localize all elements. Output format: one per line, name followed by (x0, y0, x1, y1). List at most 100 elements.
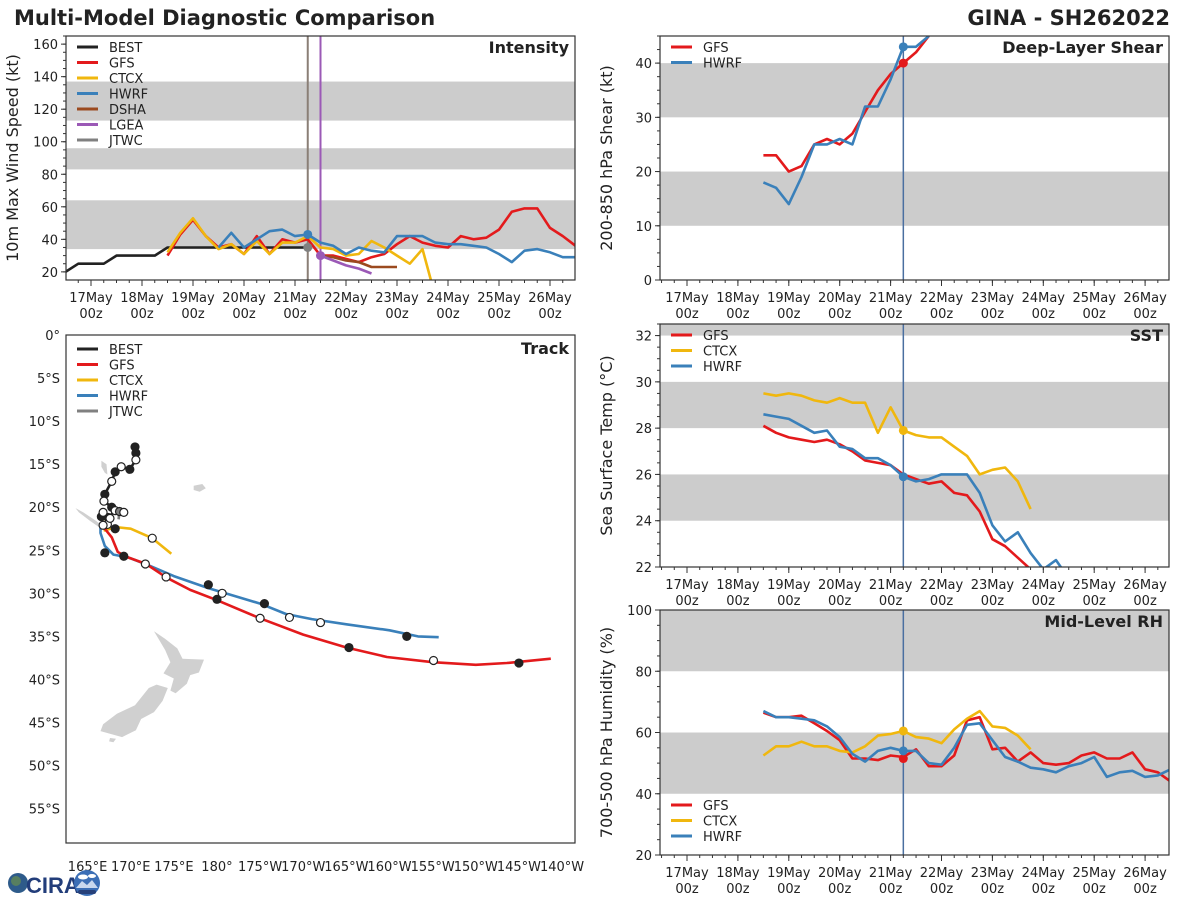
marker-hwrf (898, 472, 908, 482)
y-tick-label: 20 (41, 266, 58, 281)
land-stewart-island (109, 738, 116, 743)
x-tick-label-date: 24May (1022, 866, 1066, 881)
x-tick-label-hour: 00z (726, 307, 750, 322)
marker-gfs (898, 58, 908, 68)
lon-tick-label: 170°E (111, 860, 151, 875)
x-tick-label-hour: 00z (232, 307, 256, 322)
x-tick-label-hour: 00z (777, 594, 801, 609)
series-group (762, 392, 1063, 567)
x-tick-label-hour: 00z (1133, 882, 1157, 897)
track-marker-filled (212, 594, 222, 604)
x-tick-label-date: 19May (767, 578, 811, 593)
lon-tick-label: 170°W (281, 860, 325, 875)
track-marker-filled (119, 551, 129, 561)
lon-tick-label: 165°W (324, 860, 368, 875)
legend-label-ctcx: CTCX (109, 374, 143, 389)
marker-jtwc (303, 242, 313, 252)
track-marker-open (161, 572, 171, 582)
x-tick-label-date: 22May (920, 578, 964, 593)
x-tick-label-date: 21May (869, 578, 913, 593)
lat-tick-label: 55°S (29, 803, 60, 818)
track-marker-filled (125, 464, 135, 474)
track-marker-open (99, 496, 109, 506)
x-tick-label-hour: 00z (726, 882, 750, 897)
y-tick-label: 80 (41, 168, 58, 183)
track-marker-open (217, 588, 227, 598)
y-tick-label: 28 (635, 422, 652, 437)
x-tick-label-date: 23May (971, 866, 1015, 881)
y-tick-label: 20 (635, 849, 652, 864)
y-tick-label: 160 (33, 38, 58, 53)
lat-tick-label: 5°S (37, 372, 60, 387)
panel-title: SST (1130, 326, 1163, 345)
track-marker-filled (110, 524, 120, 534)
track-marker-open (105, 513, 115, 523)
lat-tick-label: 45°S (29, 716, 60, 731)
x-tick-label-hour: 00z (1133, 594, 1157, 609)
marker-ctcx (898, 425, 908, 435)
series-line-ctcx (763, 392, 1032, 510)
x-tick-label-hour: 00z (879, 882, 903, 897)
y-tick-label: 24 (635, 515, 652, 530)
y-axis-label: 10m Max Wind Speed (kt) (3, 54, 22, 262)
x-tick-label-hour: 00z (436, 307, 460, 322)
lat-tick-label: 20°S (29, 501, 60, 516)
shaded-band (660, 381, 1169, 429)
track-marker-open (116, 462, 126, 472)
logo-text: CIRA (26, 873, 80, 898)
x-tick-label-hour: 00z (675, 882, 699, 897)
lon-tick-label: 140°W (540, 860, 584, 875)
x-tick-label-date: 18May (716, 291, 760, 306)
y-tick-label: 60 (635, 727, 652, 742)
y-tick-label: 40 (635, 788, 652, 803)
track-marker-open (255, 613, 265, 623)
land-new-zealand-south-island (100, 684, 168, 738)
y-axis-label: 200-850 hPa Shear (kt) (597, 65, 616, 251)
x-tick-label-hour: 00z (828, 882, 852, 897)
track-marker-filled (402, 631, 412, 641)
legend-label-dsha: DSHA (109, 103, 146, 118)
series-line-hwrf (762, 709, 1169, 779)
track-marker-open (98, 520, 108, 530)
x-tick-label-hour: 00z (79, 307, 103, 322)
x-tick-label-hour: 00z (1083, 594, 1107, 609)
legend-label-ctcx: CTCX (109, 72, 143, 87)
x-tick-label-hour: 00z (334, 307, 358, 322)
x-tick-label-hour: 00z (777, 882, 801, 897)
y-tick-label: 40 (635, 57, 652, 72)
x-tick-label-date: 26May (528, 291, 572, 306)
legend-label-hwrf: HWRF (703, 57, 742, 72)
x-tick-label-hour: 00z (1032, 882, 1056, 897)
x-tick-label-date: 19May (767, 866, 811, 881)
page-title: Multi-Model Diagnostic Comparison (14, 6, 436, 30)
x-tick-label-hour: 00z (828, 307, 852, 322)
y-tick-label: 80 (635, 665, 652, 680)
x-tick-label-hour: 00z (879, 307, 903, 322)
y-axis-label: Sea Surface Temp (°C) (597, 355, 616, 535)
x-tick-label-date: 21May (869, 866, 913, 881)
legend-label-gfs: GFS (703, 329, 729, 344)
series-line-ctcx (762, 709, 1032, 757)
shaded-band (660, 324, 1169, 336)
x-tick-label-date: 24May (426, 291, 470, 306)
x-tick-label-date: 17May (69, 291, 113, 306)
x-tick-label-hour: 00z (981, 594, 1005, 609)
track-line-best (101, 446, 138, 519)
panel-shear: 01020304017May00z18May00z19May00z20May00… (597, 35, 1170, 322)
x-tick-label-date: 23May (971, 578, 1015, 593)
y-tick-label: 100 (33, 136, 58, 151)
x-tick-label-hour: 00z (981, 882, 1005, 897)
track-marker-filled (259, 599, 270, 609)
x-tick-label-hour: 00z (487, 307, 511, 322)
marker-lgea (316, 251, 325, 261)
legend-label-hwrf: HWRF (703, 360, 742, 375)
x-tick-label-date: 20May (818, 578, 862, 593)
lon-tick-label: 175°E (154, 860, 194, 875)
legend-label-gfs: GFS (703, 799, 729, 814)
x-tick-label-hour: 00z (1083, 307, 1107, 322)
lon-tick-label: 165°E (68, 860, 108, 875)
panel-intensity: 2040608010012014016017May00z18May00z19Ma… (3, 35, 576, 322)
cira-logo: CIRA (4, 866, 106, 900)
x-tick-label-date: 25May (1072, 578, 1116, 593)
y-tick-label: 32 (635, 330, 652, 345)
